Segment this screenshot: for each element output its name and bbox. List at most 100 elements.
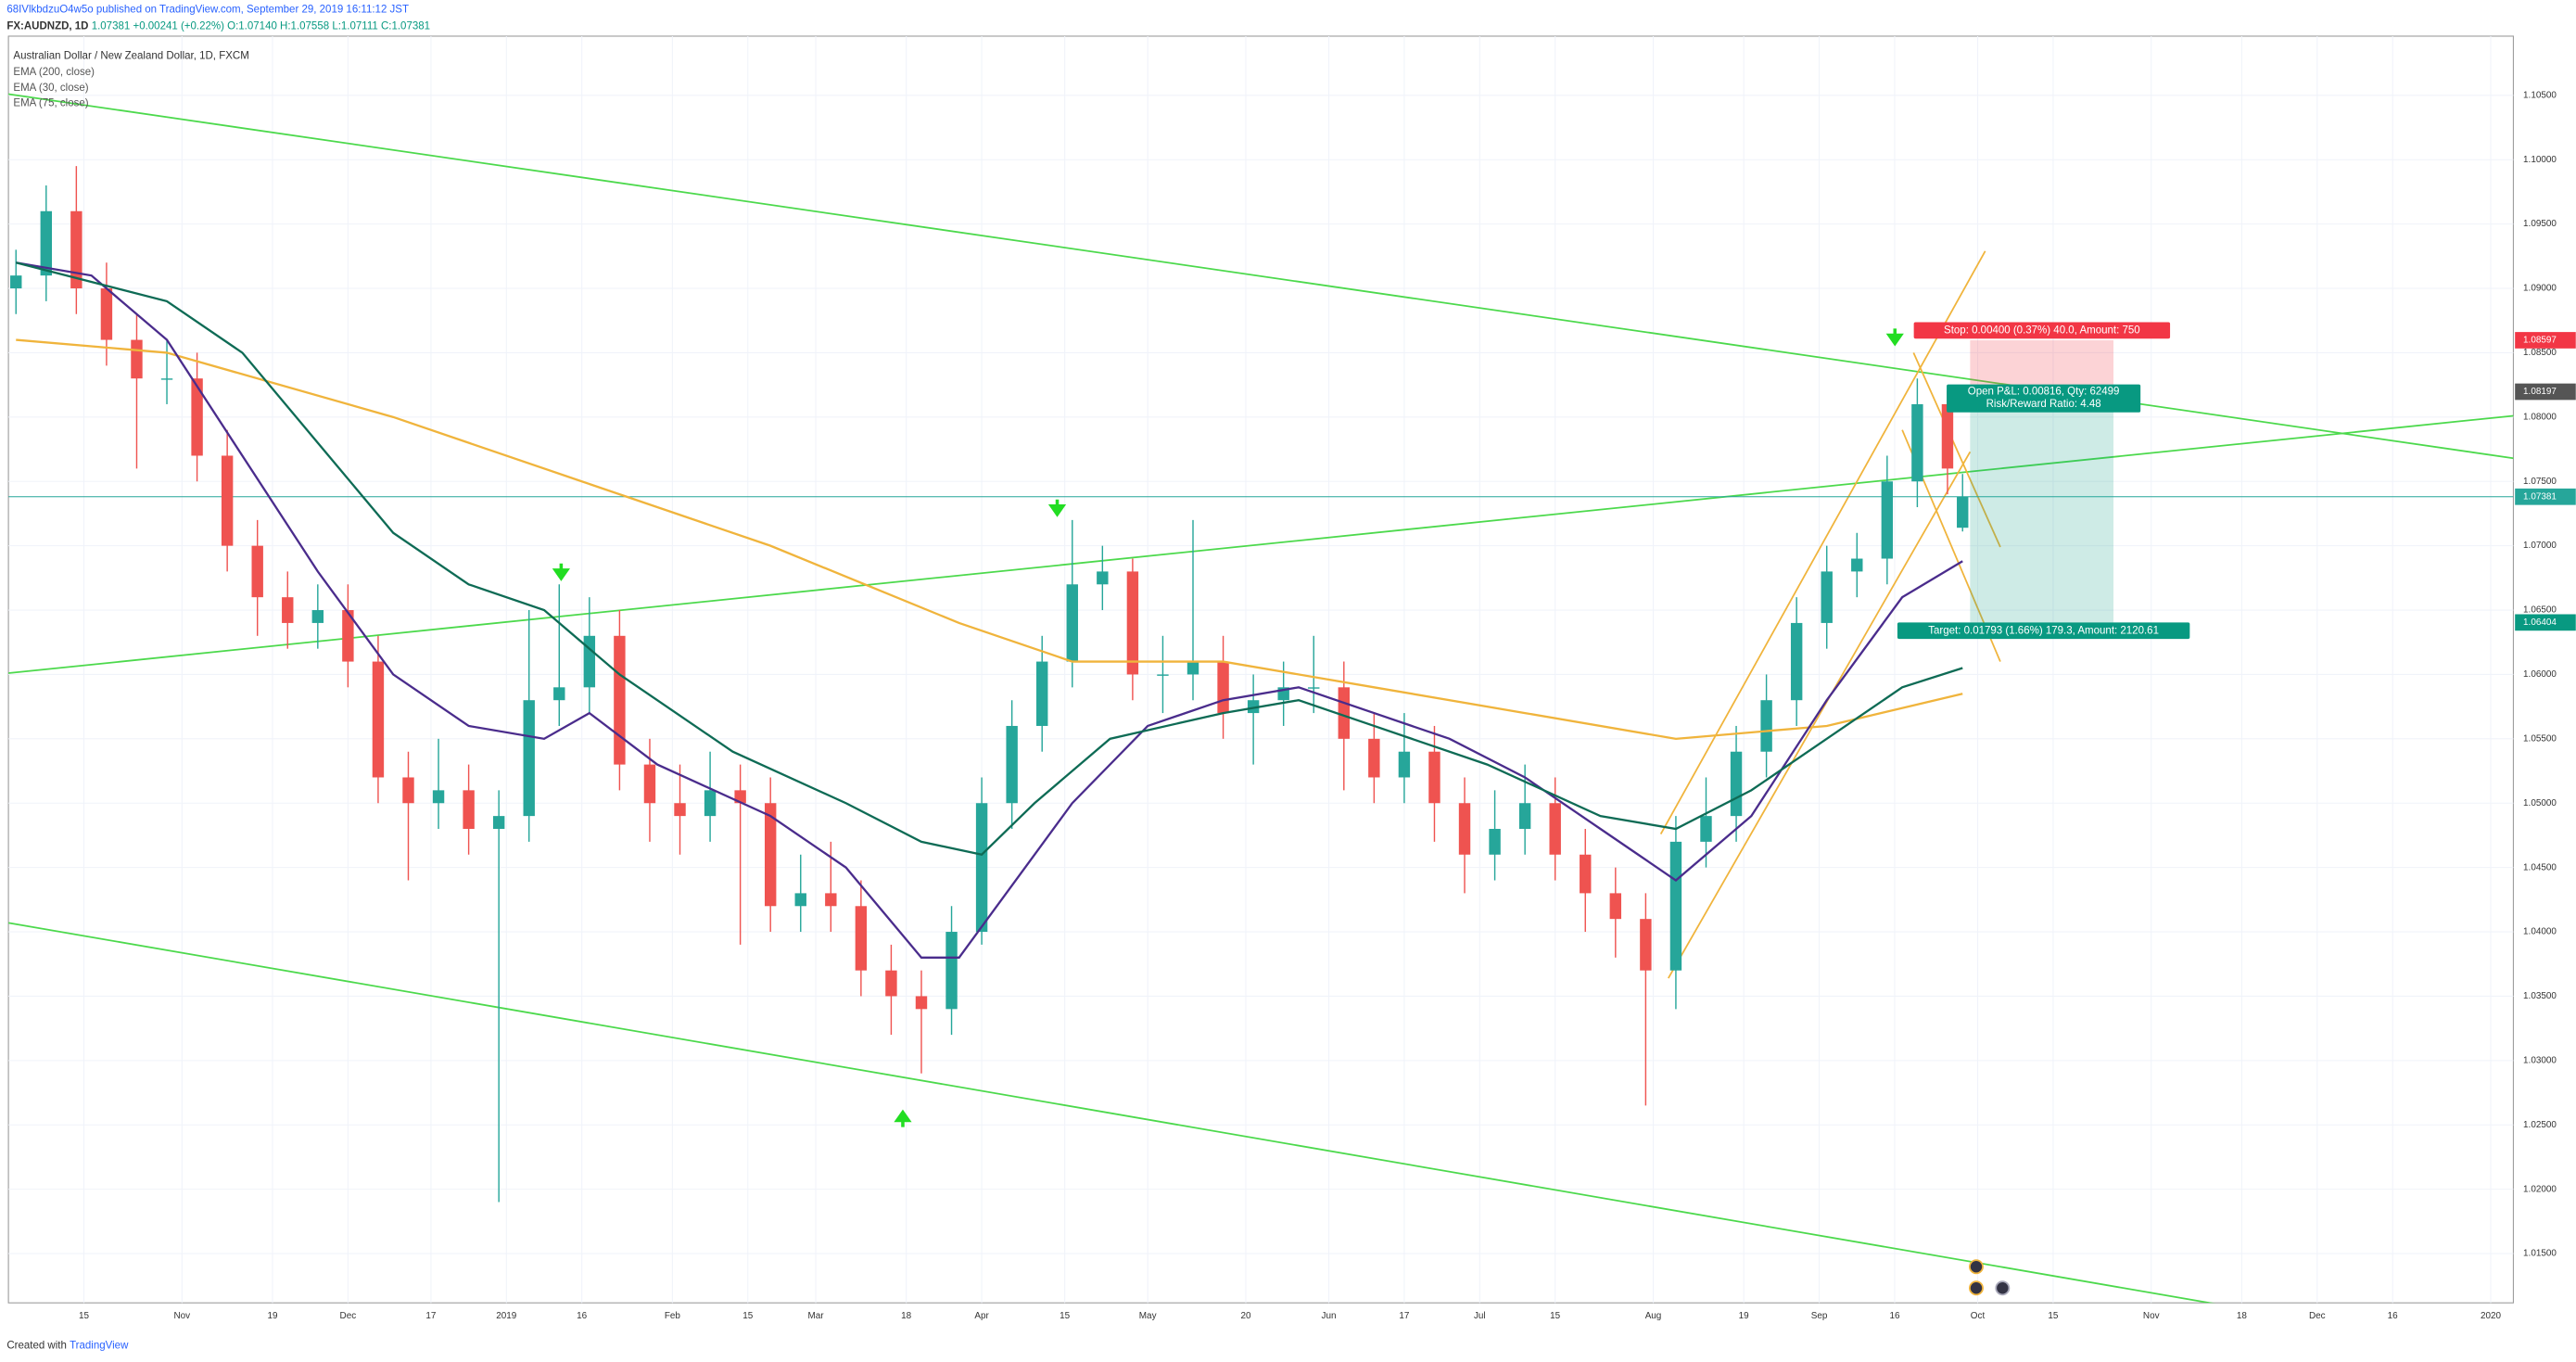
x-tick-label: May (1139, 1311, 1157, 1321)
candle-body (1669, 841, 1682, 971)
y-tick-label: 1.09000 (2523, 284, 2557, 294)
y-tick-label: 1.04500 (2523, 862, 2557, 872)
legend-entry: EMA (75, close) (13, 98, 88, 109)
candle-body (221, 455, 234, 546)
candle-body (70, 210, 82, 289)
candle-body (1398, 751, 1411, 778)
legend-entry: EMA (30, close) (13, 83, 88, 94)
x-tick-label: Nov (2143, 1311, 2160, 1321)
x-tick-label: 2019 (496, 1311, 517, 1321)
trend-line (8, 922, 2214, 1304)
position-label: Risk/Reward Ratio: 4.48 (1986, 399, 2101, 410)
y-tick-label: 1.07500 (2523, 477, 2557, 487)
x-tick-label: 18 (2237, 1311, 2248, 1321)
y-tick-label: 1.03000 (2523, 1055, 2557, 1065)
x-tick-label: 15 (2048, 1311, 2059, 1321)
candle-body (160, 378, 173, 380)
candle-body (975, 803, 988, 933)
position-label: Open P&L: 0.00816, Qty: 62499 (1968, 387, 2120, 398)
publisher[interactable]: 68IVlkbdzuO4w5o published on TradingView… (6, 5, 409, 16)
x-tick-label: 17 (425, 1311, 437, 1321)
trend-line (1668, 451, 1972, 979)
candle-body (311, 610, 324, 623)
y-tick-label: 1.09500 (2523, 219, 2557, 229)
signal-arrow (1047, 499, 1067, 517)
trend-line (1659, 250, 1986, 834)
trend-line (8, 414, 2514, 674)
y-tick-label: 1.08500 (2523, 348, 2557, 358)
candle-body (432, 790, 445, 804)
event-icon[interactable] (1968, 1259, 1984, 1275)
event-icon[interactable] (1968, 1280, 1984, 1296)
price-tag-label: 1.08597 (2523, 336, 2557, 346)
candle-body (1066, 584, 1078, 662)
change: +0.00241 (+0.22%) (133, 20, 224, 32)
chart-title: Australian Dollar / New Zealand Dollar, … (13, 50, 248, 61)
candle-body (1217, 661, 1229, 714)
candle-body (1700, 816, 1712, 842)
trend-line (1912, 352, 2001, 548)
y-tick-label: 1.02500 (2523, 1120, 2557, 1130)
stop-zone (1970, 339, 2114, 392)
candle-body (1821, 571, 1833, 623)
signal-arrow (894, 1109, 912, 1127)
footer-text: Created with (6, 1340, 67, 1351)
candle-body (825, 893, 837, 907)
price-tag (2515, 488, 2576, 505)
ema-line (16, 338, 1963, 741)
candle-body (583, 635, 596, 688)
plot-frame (7, 35, 2514, 1304)
x-tick-label: 16 (577, 1311, 588, 1321)
candle-body (1006, 725, 1018, 804)
x-tick-label: Aug (1645, 1311, 1662, 1321)
candle-body (1881, 481, 1894, 559)
candle-body (764, 803, 777, 907)
y-tick-label: 1.06000 (2523, 669, 2557, 680)
candle-body (794, 893, 806, 907)
candle-body (1036, 661, 1048, 726)
candle-body (1097, 571, 1109, 585)
y-tick-label: 1.04000 (2523, 927, 2557, 937)
price-tag (2515, 383, 2576, 401)
candle-body (614, 635, 626, 765)
footer: Created with TradingView (6, 1340, 129, 1351)
candle-body (342, 610, 354, 662)
candle-body (1730, 751, 1743, 817)
candle-body (1489, 829, 1501, 855)
price-tag-label: 1.08197 (2523, 387, 2557, 397)
candle-body (885, 970, 897, 997)
event-icon[interactable] (1995, 1280, 2011, 1296)
position-label-bg (1913, 322, 2171, 339)
x-tick-label: Jul (1474, 1311, 1486, 1321)
x-tick-label: 19 (267, 1311, 278, 1321)
ema-line (15, 261, 1963, 857)
signal-arrow (552, 563, 570, 581)
x-tick-label: 15 (1550, 1311, 1561, 1321)
candle-body (100, 288, 113, 340)
candle-body (643, 764, 656, 804)
candle-body (553, 687, 565, 701)
candle-body (915, 996, 928, 1010)
position-label: Stop: 0.00400 (0.37%) 40.0, Amount: 750 (1944, 325, 2140, 336)
x-tick-label: 18 (901, 1311, 912, 1321)
candle-body (1186, 661, 1199, 675)
price-tag-label: 1.06404 (2523, 617, 2557, 628)
y-tick-label: 1.03500 (2523, 991, 2557, 1001)
candle-body (1790, 622, 1803, 701)
candle-body (251, 545, 263, 598)
candle-body (1518, 803, 1531, 830)
x-tick-label: 16 (1889, 1311, 1900, 1321)
candle-body (1458, 803, 1471, 855)
candle-body (1851, 558, 1863, 572)
candle-body (1157, 674, 1169, 676)
footer-brand[interactable]: TradingView (70, 1340, 129, 1351)
candle-body (402, 777, 414, 804)
y-tick-label: 1.06500 (2523, 605, 2557, 616)
x-tick-label: 2020 (2481, 1311, 2502, 1321)
target-zone (1970, 391, 2114, 623)
candle-body (1247, 700, 1260, 714)
candle-body (523, 700, 535, 817)
x-tick-label: 16 (2388, 1311, 2399, 1321)
